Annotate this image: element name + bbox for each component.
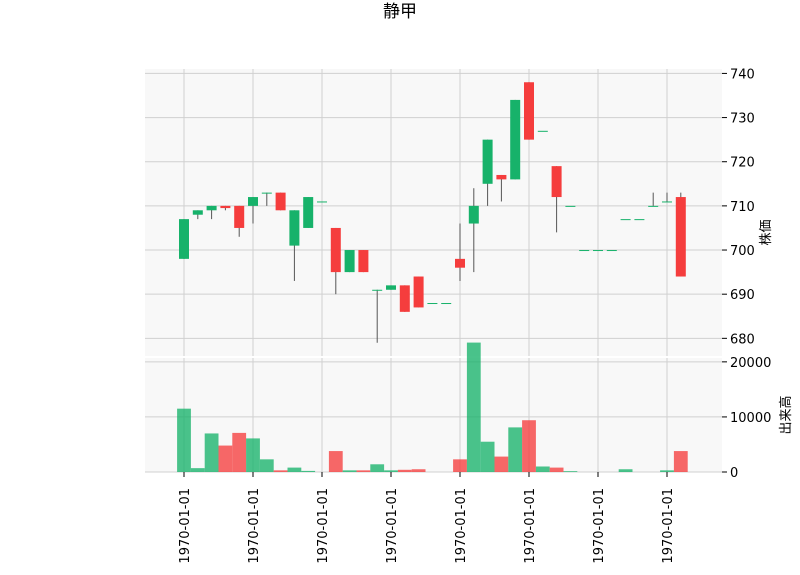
volume-bar [397,469,412,472]
x-tick-label: 1970-01-01 [592,488,607,564]
volume-bar [177,408,191,472]
x-tick-label: 1970-01-01 [661,488,676,564]
x-tick-label: 1970-01-01 [454,488,469,564]
price-panel [145,69,722,356]
chart-title: 静甲 [383,2,417,22]
price-tick-label: 700 [730,244,755,259]
x-tick-label: 1970-01-01 [385,488,400,564]
volume-bar [508,427,523,472]
candle-body [317,201,327,203]
candle-body [634,219,645,221]
candle-body [372,289,383,291]
volume-bar [190,468,205,472]
price-tick-label: 740 [730,67,755,82]
candle-body [524,82,534,140]
candle-body [192,210,203,215]
candle-body [358,250,369,273]
volume-bar [218,445,233,472]
volume-bar [246,438,260,472]
volume-bar [384,470,398,472]
volume-bar [549,467,564,472]
candle-body [468,205,479,224]
candle-body [427,303,438,305]
volume-bar [618,469,633,472]
candle-body [620,219,631,221]
volume-bar [232,432,247,472]
candle-body [234,205,245,228]
chart-panels [145,69,722,472]
candle-body [662,201,672,203]
volume-bar [480,441,495,472]
x-tick-label: 1970-01-01 [247,488,262,564]
candle-body [275,192,286,211]
grid-lines [145,69,722,473]
volume-bar [411,469,426,472]
candle-body [551,166,562,198]
candle-body [579,250,590,252]
price-axis-label: 株価 [759,219,774,245]
volume-bar [563,471,578,472]
volume-series [177,342,688,472]
volume-bar [370,464,385,472]
candle-body [482,139,493,184]
price-tick-label: 680 [730,332,755,347]
axes: 1970-01-01 1970-01-01 1970-01-01 1970-01-01… [178,67,794,563]
volume-bar [453,459,467,472]
candle-body [206,205,217,211]
candle-body [593,250,603,252]
volume-bar [259,459,274,472]
x-tick-label: 1970-01-01 [523,488,538,564]
price-tick-label: 690 [730,288,755,303]
candle-body [303,197,314,228]
x-tick-label: 1970-01-01 [178,488,193,564]
volume-tick-label: 20000 [730,356,771,371]
candle-body [413,276,424,308]
volume-bar [287,467,302,472]
volume-bar [660,470,674,472]
volume-bar [466,342,481,472]
volume-bar [328,451,343,472]
volume-bar [535,466,550,472]
candle-body [496,174,507,180]
candle-body [248,197,258,206]
price-tick-label: 730 [730,112,755,127]
volume-bar [673,451,688,472]
volume-bar [356,470,371,472]
candle-body [648,205,659,207]
candle-body [455,258,465,268]
candle-body [537,130,548,132]
volume-axis-label: 出来高 [778,395,794,434]
volume-bar [342,470,357,472]
volume-tick-label: 0 [730,466,738,481]
candle-body [675,197,686,277]
volume-bar [301,470,316,472]
candle-body [399,285,410,312]
volume-bar [273,470,288,472]
candle-body [261,192,272,194]
candle-body [510,99,521,180]
x-tick-label: 1970-01-01 [316,488,331,564]
volume-bar [494,456,509,472]
candle-body [441,303,452,305]
volume-tick-label: 10000 [730,411,771,426]
candle-body [330,227,341,273]
candle-series [179,82,686,343]
candle-body [289,210,300,246]
candle-body [220,205,231,209]
volume-bar [204,433,219,472]
volume-bar [522,420,536,472]
price-tick-label: 720 [730,156,755,171]
candle-body [344,250,355,273]
candle-body [179,219,189,259]
candle-body [386,285,396,290]
candle-body [565,205,576,207]
candle-body [606,250,617,252]
price-tick-label: 710 [730,200,755,215]
